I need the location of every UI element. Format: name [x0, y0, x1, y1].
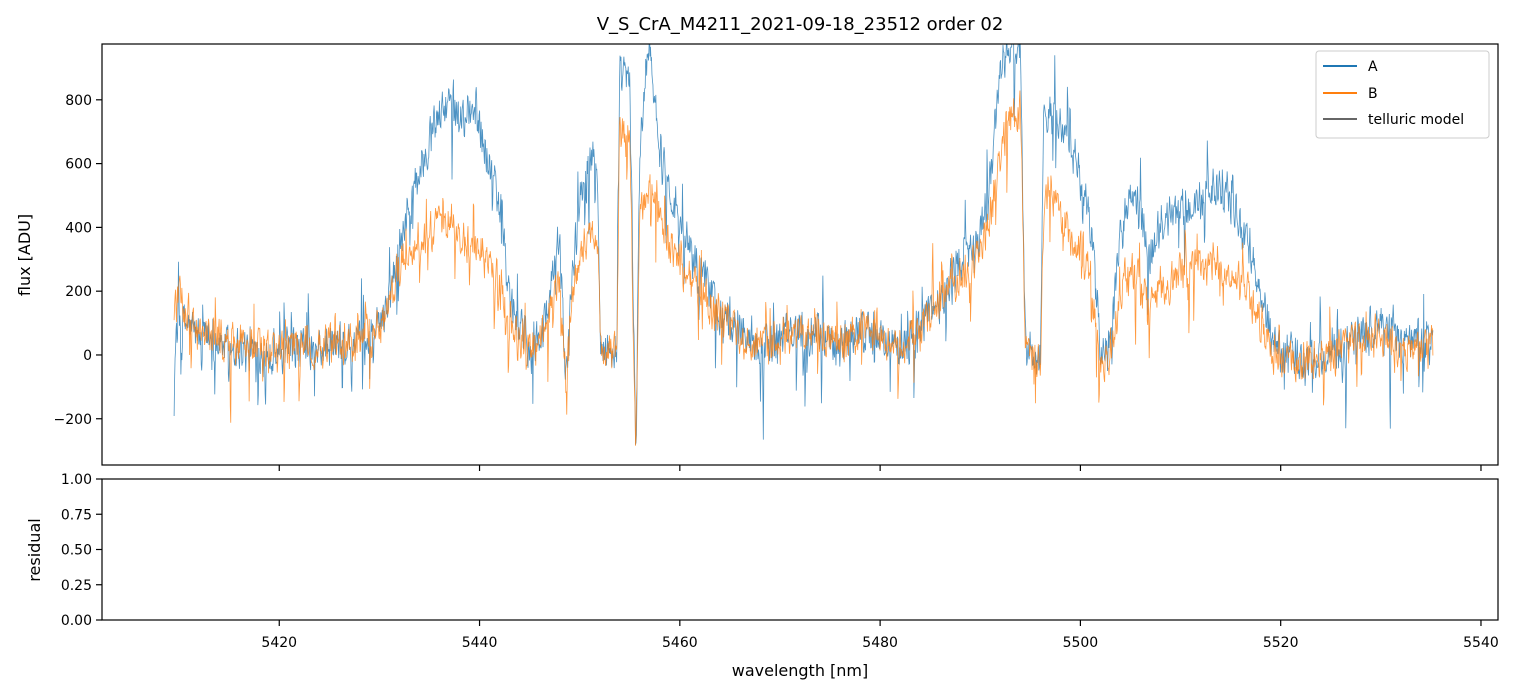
- legend-label-telluric: telluric model: [1368, 112, 1464, 128]
- series-line-b: [173, 90, 1434, 446]
- residual-y-tick-label: 1.00: [61, 472, 92, 488]
- legend[interactable]: A B telluric model: [1315, 50, 1490, 139]
- residual-x-tick-label: 5440: [462, 635, 498, 651]
- flux-panel: −200 0 200 400 600 800 flux [ADU]: [15, 43, 1499, 471]
- residual-x-ticks: 5420 5440 5460 5480 5500 5520 5540: [261, 620, 1499, 651]
- flux-y-tick-label: 600: [65, 157, 92, 173]
- flux-y-label: flux [ADU]: [15, 214, 34, 296]
- flux-y-ticks: −200 0 200 400 600 800: [54, 93, 102, 428]
- legend-label-a: A: [1368, 59, 1378, 75]
- residual-y-ticks: 0.00 0.25 0.50 0.75 1.00: [61, 472, 102, 629]
- residual-y-tick-label: 0.75: [61, 507, 92, 523]
- residual-x-tick-label: 5520: [1263, 635, 1299, 651]
- flux-series-group: [173, 44, 1434, 446]
- residual-x-tick-label: 5480: [862, 635, 898, 651]
- residual-y-tick-label: 0.25: [61, 578, 92, 594]
- residual-y-tick-label: 0.00: [61, 613, 92, 629]
- series-line-a: [173, 44, 1434, 445]
- chart-title: V_S_CrA_M4211_2021-09-18_23512 order 02: [597, 14, 1004, 35]
- legend-label-b: B: [1368, 86, 1378, 102]
- flux-y-tick-label: 200: [65, 284, 92, 300]
- flux-y-tick-label: 400: [65, 220, 92, 236]
- flux-x-ticks: [278, 465, 1482, 471]
- flux-y-tick-label: 800: [65, 93, 92, 109]
- residual-panel: 0.00 0.25 0.50 0.75 1.00 5420 5440 5460 5480 550…: [25, 472, 1499, 680]
- flux-y-tick-label: −200: [54, 412, 92, 428]
- residual-x-tick-label: 5500: [1063, 635, 1099, 651]
- residual-axes-frame: [101, 478, 1499, 621]
- residual-x-tick-label: 5540: [1463, 635, 1499, 651]
- legend-box: [1315, 50, 1490, 139]
- residual-y-tick-label: 0.50: [61, 543, 92, 559]
- flux-y-tick-label: 0: [83, 348, 92, 364]
- residual-y-label: residual: [25, 518, 44, 581]
- residual-x-tick-label: 5460: [662, 635, 698, 651]
- x-axis-label: wavelength [nm]: [732, 661, 869, 680]
- flux-axes-frame: [101, 43, 1499, 466]
- residual-x-tick-label: 5420: [261, 635, 297, 651]
